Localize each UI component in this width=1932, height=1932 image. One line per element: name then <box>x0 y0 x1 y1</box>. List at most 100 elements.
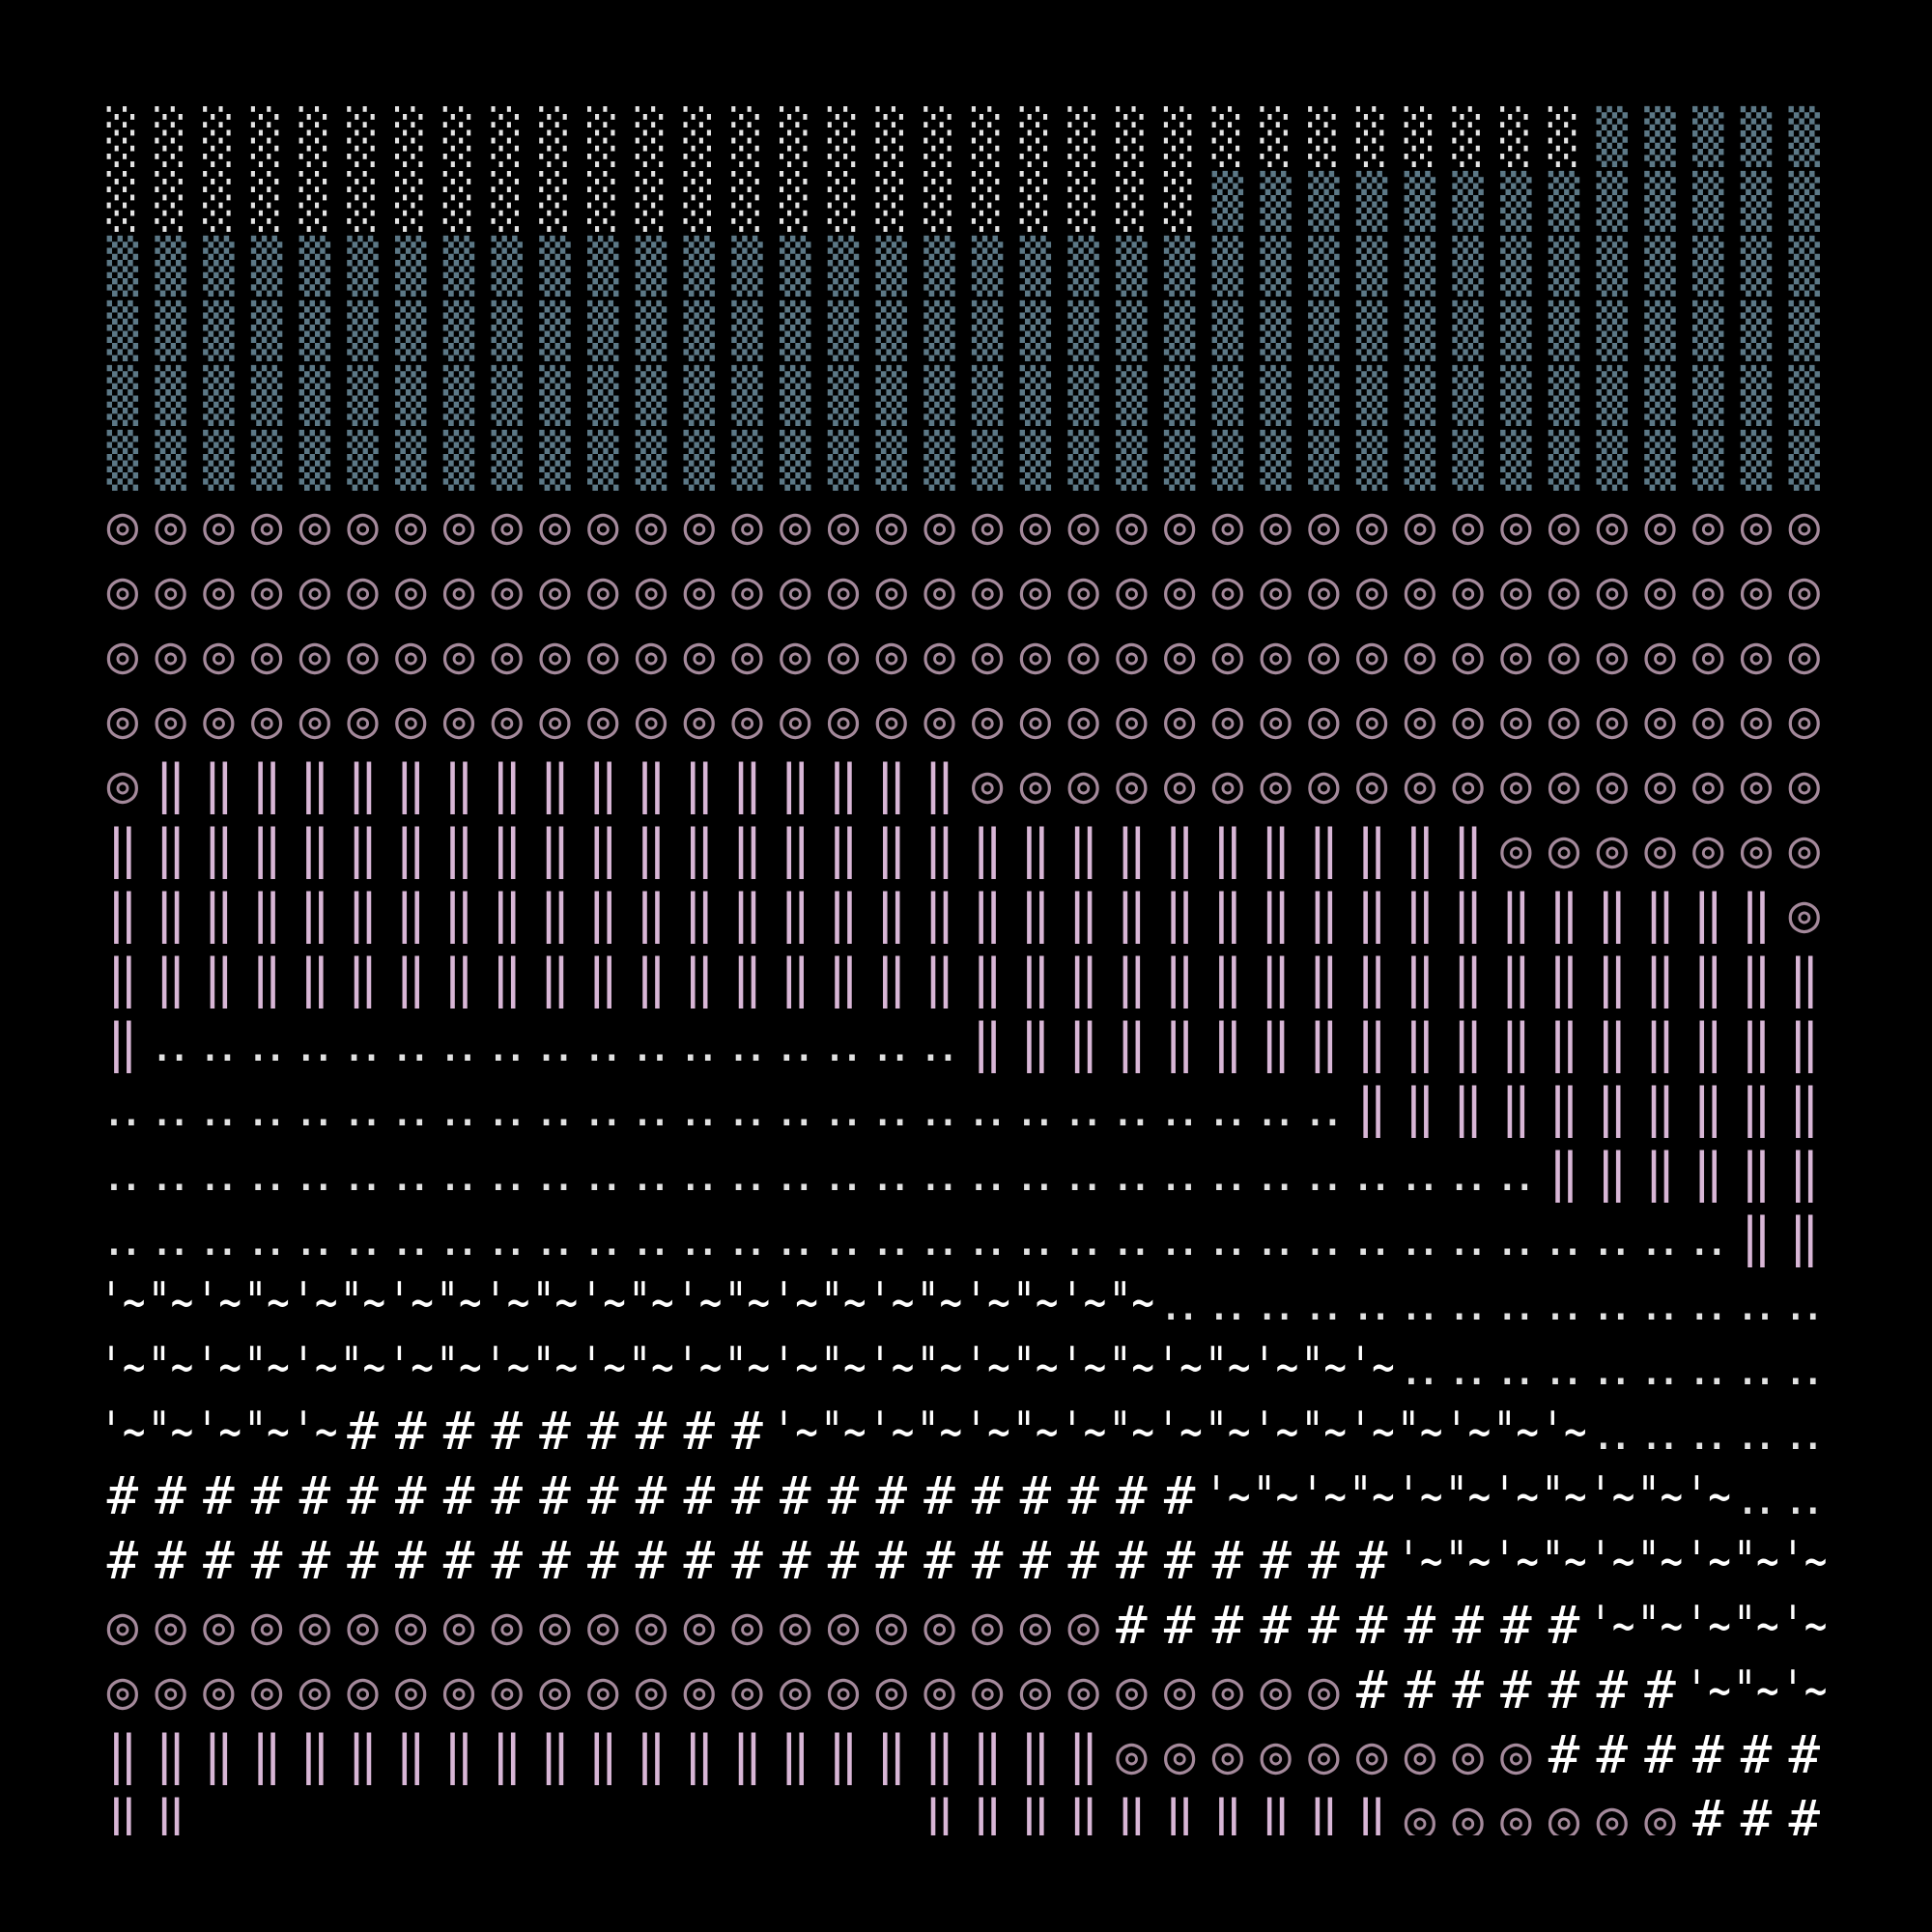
glyph: '~ <box>676 1271 722 1332</box>
glyph: ◎ <box>780 624 811 685</box>
glyph: ‥ <box>298 1207 332 1267</box>
glyph: ▒ <box>1452 235 1484 297</box>
glyph: ‥ <box>1162 1271 1197 1332</box>
glyph: ‖ <box>587 753 619 814</box>
glyph: ◎ <box>923 1595 955 1656</box>
glyph: ‖ <box>1405 883 1436 944</box>
glyph: ◎ <box>107 559 139 620</box>
glyph: ▒ <box>1789 299 1821 361</box>
glyph: ◎ <box>1260 753 1292 814</box>
glyph: ░ <box>1164 170 1196 232</box>
glyph: "~ <box>436 1336 481 1397</box>
glyph: ‖ <box>251 1724 283 1785</box>
glyph: # <box>780 1465 811 1526</box>
glyph: ‖ <box>443 818 475 879</box>
glyph: ‖ <box>1308 1789 1340 1850</box>
glyph: ◎ <box>107 1660 139 1720</box>
glyph: ◎ <box>107 624 139 685</box>
glyph: ‖ <box>155 948 186 1009</box>
glyph: '~ <box>1589 1465 1634 1526</box>
glyph: ▒ <box>1548 299 1580 361</box>
glyph: "~ <box>1109 1401 1154 1462</box>
glyph: "~ <box>1830 1530 1875 1591</box>
glyph: ‥ <box>1259 1142 1293 1203</box>
glyph: ░ <box>251 170 283 232</box>
glyph: ‖ <box>203 948 235 1009</box>
glyph: ░ <box>492 105 524 167</box>
glyph: ◎ <box>1405 624 1436 685</box>
glyph: ░ <box>683 170 715 232</box>
glyph: ▒ <box>1067 299 1099 361</box>
glyph: ▒ <box>1308 170 1340 232</box>
glyph: # <box>1692 1789 1724 1850</box>
glyph: ‖ <box>683 753 715 814</box>
glyph: ◎ <box>492 1660 524 1720</box>
glyph: # <box>251 1465 283 1526</box>
glyph: # <box>1548 1660 1580 1720</box>
glyph: ‥ <box>1787 1401 1822 1462</box>
glyph: ‖ <box>923 948 955 1009</box>
glyph: ‖ <box>636 818 668 879</box>
glyph: ░ <box>1116 170 1148 232</box>
glyph: ▒ <box>299 429 331 491</box>
glyph: ◎ <box>251 559 283 620</box>
glyph: ◎ <box>1356 689 1388 750</box>
glyph: ‥ <box>585 1012 620 1073</box>
glyph: '~ <box>99 1336 145 1397</box>
glyph: ◎ <box>1116 624 1148 685</box>
glyph: ‖ <box>1067 948 1099 1009</box>
glyph: '~ <box>99 1271 145 1332</box>
glyph: # <box>347 1401 379 1462</box>
glyph: '~ <box>1061 1401 1106 1462</box>
glyph: ‥ <box>634 1142 668 1203</box>
glyph: ▒ <box>1597 170 1629 232</box>
glyph: # <box>1644 1724 1676 1785</box>
glyph: ‖ <box>492 1724 524 1785</box>
glyph: ░ <box>972 170 1004 232</box>
glyph: ◎ <box>731 689 763 750</box>
glyph: ‖ <box>155 753 186 814</box>
glyph: ◎ <box>203 1660 235 1720</box>
glyph: ‥ <box>1834 1336 1869 1397</box>
glyph: ‖ <box>443 753 475 814</box>
glyph: "~ <box>1637 1530 1683 1591</box>
glyph: "~ <box>243 1401 289 1462</box>
glyph: ▒ <box>1741 429 1773 491</box>
glyph: ◎ <box>539 1660 571 1720</box>
glyph: ‥ <box>490 1077 525 1138</box>
glyph: ◎ <box>155 689 186 750</box>
glyph: ░ <box>347 170 379 232</box>
glyph: ▒ <box>1692 235 1724 297</box>
glyph: ▒ <box>923 429 955 491</box>
glyph: ▒ <box>492 299 524 361</box>
glyph: ‖ <box>1597 1142 1629 1203</box>
glyph: ‥ <box>154 1077 188 1138</box>
glyph: ‥ <box>585 1142 620 1203</box>
glyph: ‖ <box>299 818 331 879</box>
glyph: ◎ <box>828 1660 860 1720</box>
glyph: ▒ <box>731 429 763 491</box>
glyph: ◎ <box>1260 495 1292 555</box>
glyph: ▒ <box>107 299 139 361</box>
glyph: ‥ <box>1403 1271 1437 1332</box>
glyph: ▒ <box>1597 429 1629 491</box>
glyph: ▒ <box>1597 364 1629 426</box>
glyph: # <box>1212 1595 1244 1656</box>
glyph: "~ <box>436 1271 481 1332</box>
glyph: ‥ <box>393 1142 428 1203</box>
glyph: ‥ <box>922 1207 956 1267</box>
glyph: "~ <box>148 1271 193 1332</box>
glyph: ‖ <box>1789 948 1821 1009</box>
glyph: # <box>539 1530 571 1591</box>
glyph: ‖ <box>1020 948 1052 1009</box>
glyph: ◎ <box>683 1660 715 1720</box>
glyph: ‖ <box>731 883 763 944</box>
glyph: ‥ <box>201 1012 236 1073</box>
glyph: ◎ <box>203 689 235 750</box>
glyph: ◎ <box>1597 559 1629 620</box>
glyph: ‥ <box>1690 1207 1725 1267</box>
glyph: ‖ <box>1308 948 1340 1009</box>
glyph: ‖ <box>251 753 283 814</box>
glyph: '~ <box>484 1336 529 1397</box>
glyph: ▒ <box>299 235 331 297</box>
